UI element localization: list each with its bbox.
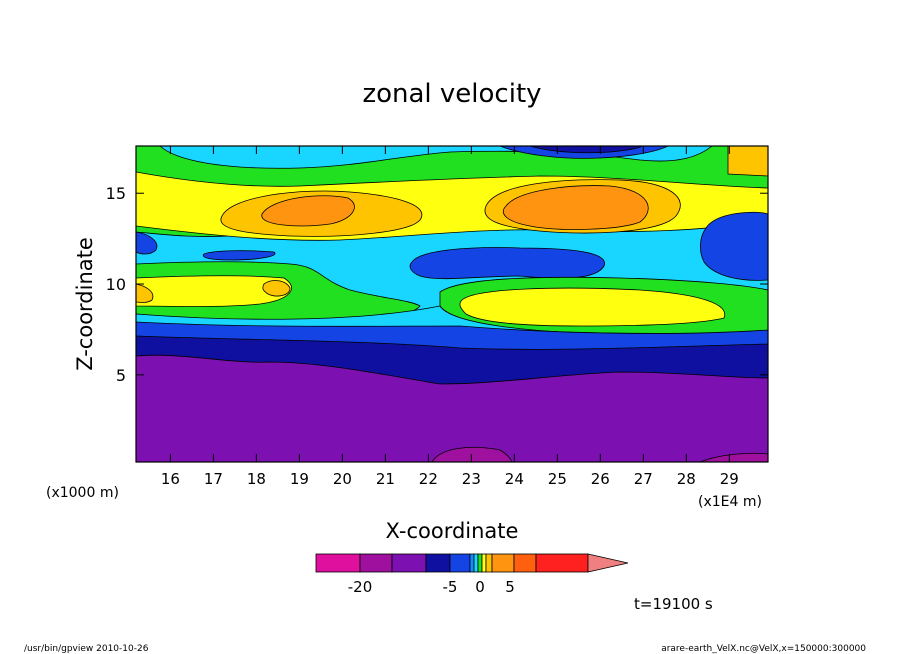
contour-layer-purple bbox=[136, 354, 768, 462]
x-tick-label: 27 bbox=[634, 470, 653, 488]
x-tick-label: 23 bbox=[462, 470, 481, 488]
contour-lower-orange-left bbox=[136, 283, 154, 303]
x-unit-right: (x1E4 m) bbox=[698, 494, 762, 510]
colorbar-segment bbox=[473, 553, 479, 573]
contour-mid-blue-right bbox=[700, 211, 768, 281]
x-tick-label: 21 bbox=[376, 470, 395, 488]
colorbar-segment bbox=[535, 553, 589, 573]
contour-corner-orange bbox=[727, 146, 768, 177]
contour-upper-deeporange-left bbox=[261, 195, 355, 227]
x-tick-label: 25 bbox=[548, 470, 567, 488]
colorbar-label: -20 bbox=[348, 578, 373, 596]
colorbar-segment bbox=[449, 553, 471, 573]
colorbar-segment bbox=[359, 553, 393, 573]
x-unit-left: (x1000 m) bbox=[46, 485, 119, 501]
footer-left: /usr/bin/gpview 2010-10-26 bbox=[24, 644, 149, 654]
x-tick-label: 22 bbox=[419, 470, 438, 488]
x-axis: 16 17 18 19 20 21 22 23 24 25 26 27 28 29 bbox=[161, 146, 739, 488]
colorbar-segment bbox=[491, 553, 515, 573]
colorbar bbox=[315, 553, 629, 573]
colorbar-segment bbox=[481, 553, 487, 573]
contour-lower-yellow-right bbox=[459, 287, 726, 327]
colorbar-labels: -20 -5 0 5 bbox=[348, 578, 515, 596]
colorbar-label: 5 bbox=[505, 578, 515, 596]
x-tick-label: 20 bbox=[333, 470, 352, 488]
x-tick-label: 29 bbox=[720, 470, 739, 488]
x-tick-label: 19 bbox=[290, 470, 309, 488]
colorbar-label: -5 bbox=[443, 578, 458, 596]
colorbar-overflow-arrow bbox=[587, 553, 629, 573]
contour-mid-blue-center bbox=[409, 247, 605, 280]
contour-bottom-magenta bbox=[431, 446, 513, 462]
x-axis-label: X-coordinate bbox=[386, 519, 519, 543]
colorbar-segment bbox=[315, 553, 361, 573]
contour-lower-yellow-left bbox=[136, 275, 292, 307]
colorbar-segment bbox=[469, 553, 475, 573]
x-tick-label: 28 bbox=[677, 470, 696, 488]
time-label: t=19100 s bbox=[634, 595, 713, 613]
y-axis: 5 10 15 bbox=[106, 184, 768, 385]
contour-mid-blue-strip bbox=[202, 250, 276, 261]
x-tick-label: 24 bbox=[505, 470, 524, 488]
colorbar-segment bbox=[485, 553, 493, 573]
plot-frame bbox=[135, 145, 769, 463]
colorbar-label: 0 bbox=[475, 578, 485, 596]
colorbar-segment bbox=[513, 553, 537, 573]
contour-mid-blue-left bbox=[136, 231, 158, 255]
y-axis-label: Z-coordinate bbox=[73, 237, 97, 371]
contour-upper-deeporange-right bbox=[502, 185, 649, 230]
y-tick-label: 5 bbox=[116, 366, 126, 385]
contour-top-darkblue bbox=[529, 146, 643, 154]
x-tick-label: 16 bbox=[161, 470, 180, 488]
y-tick-label: 10 bbox=[106, 275, 126, 294]
y-tick-label: 15 bbox=[106, 184, 126, 203]
chart-title: zonal velocity bbox=[362, 79, 541, 109]
footer-right: arare-earth_VelX.nc@VelX,x=150000:300000 bbox=[661, 644, 866, 654]
x-tick-label: 17 bbox=[204, 470, 223, 488]
x-tick-label: 26 bbox=[591, 470, 610, 488]
contour-field bbox=[136, 146, 768, 462]
contour-lower-orange-small bbox=[262, 280, 291, 297]
colorbar-segment bbox=[477, 553, 483, 573]
x-tick-label: 18 bbox=[247, 470, 266, 488]
colorbar-segment bbox=[391, 553, 427, 573]
colorbar-segment bbox=[425, 553, 451, 573]
